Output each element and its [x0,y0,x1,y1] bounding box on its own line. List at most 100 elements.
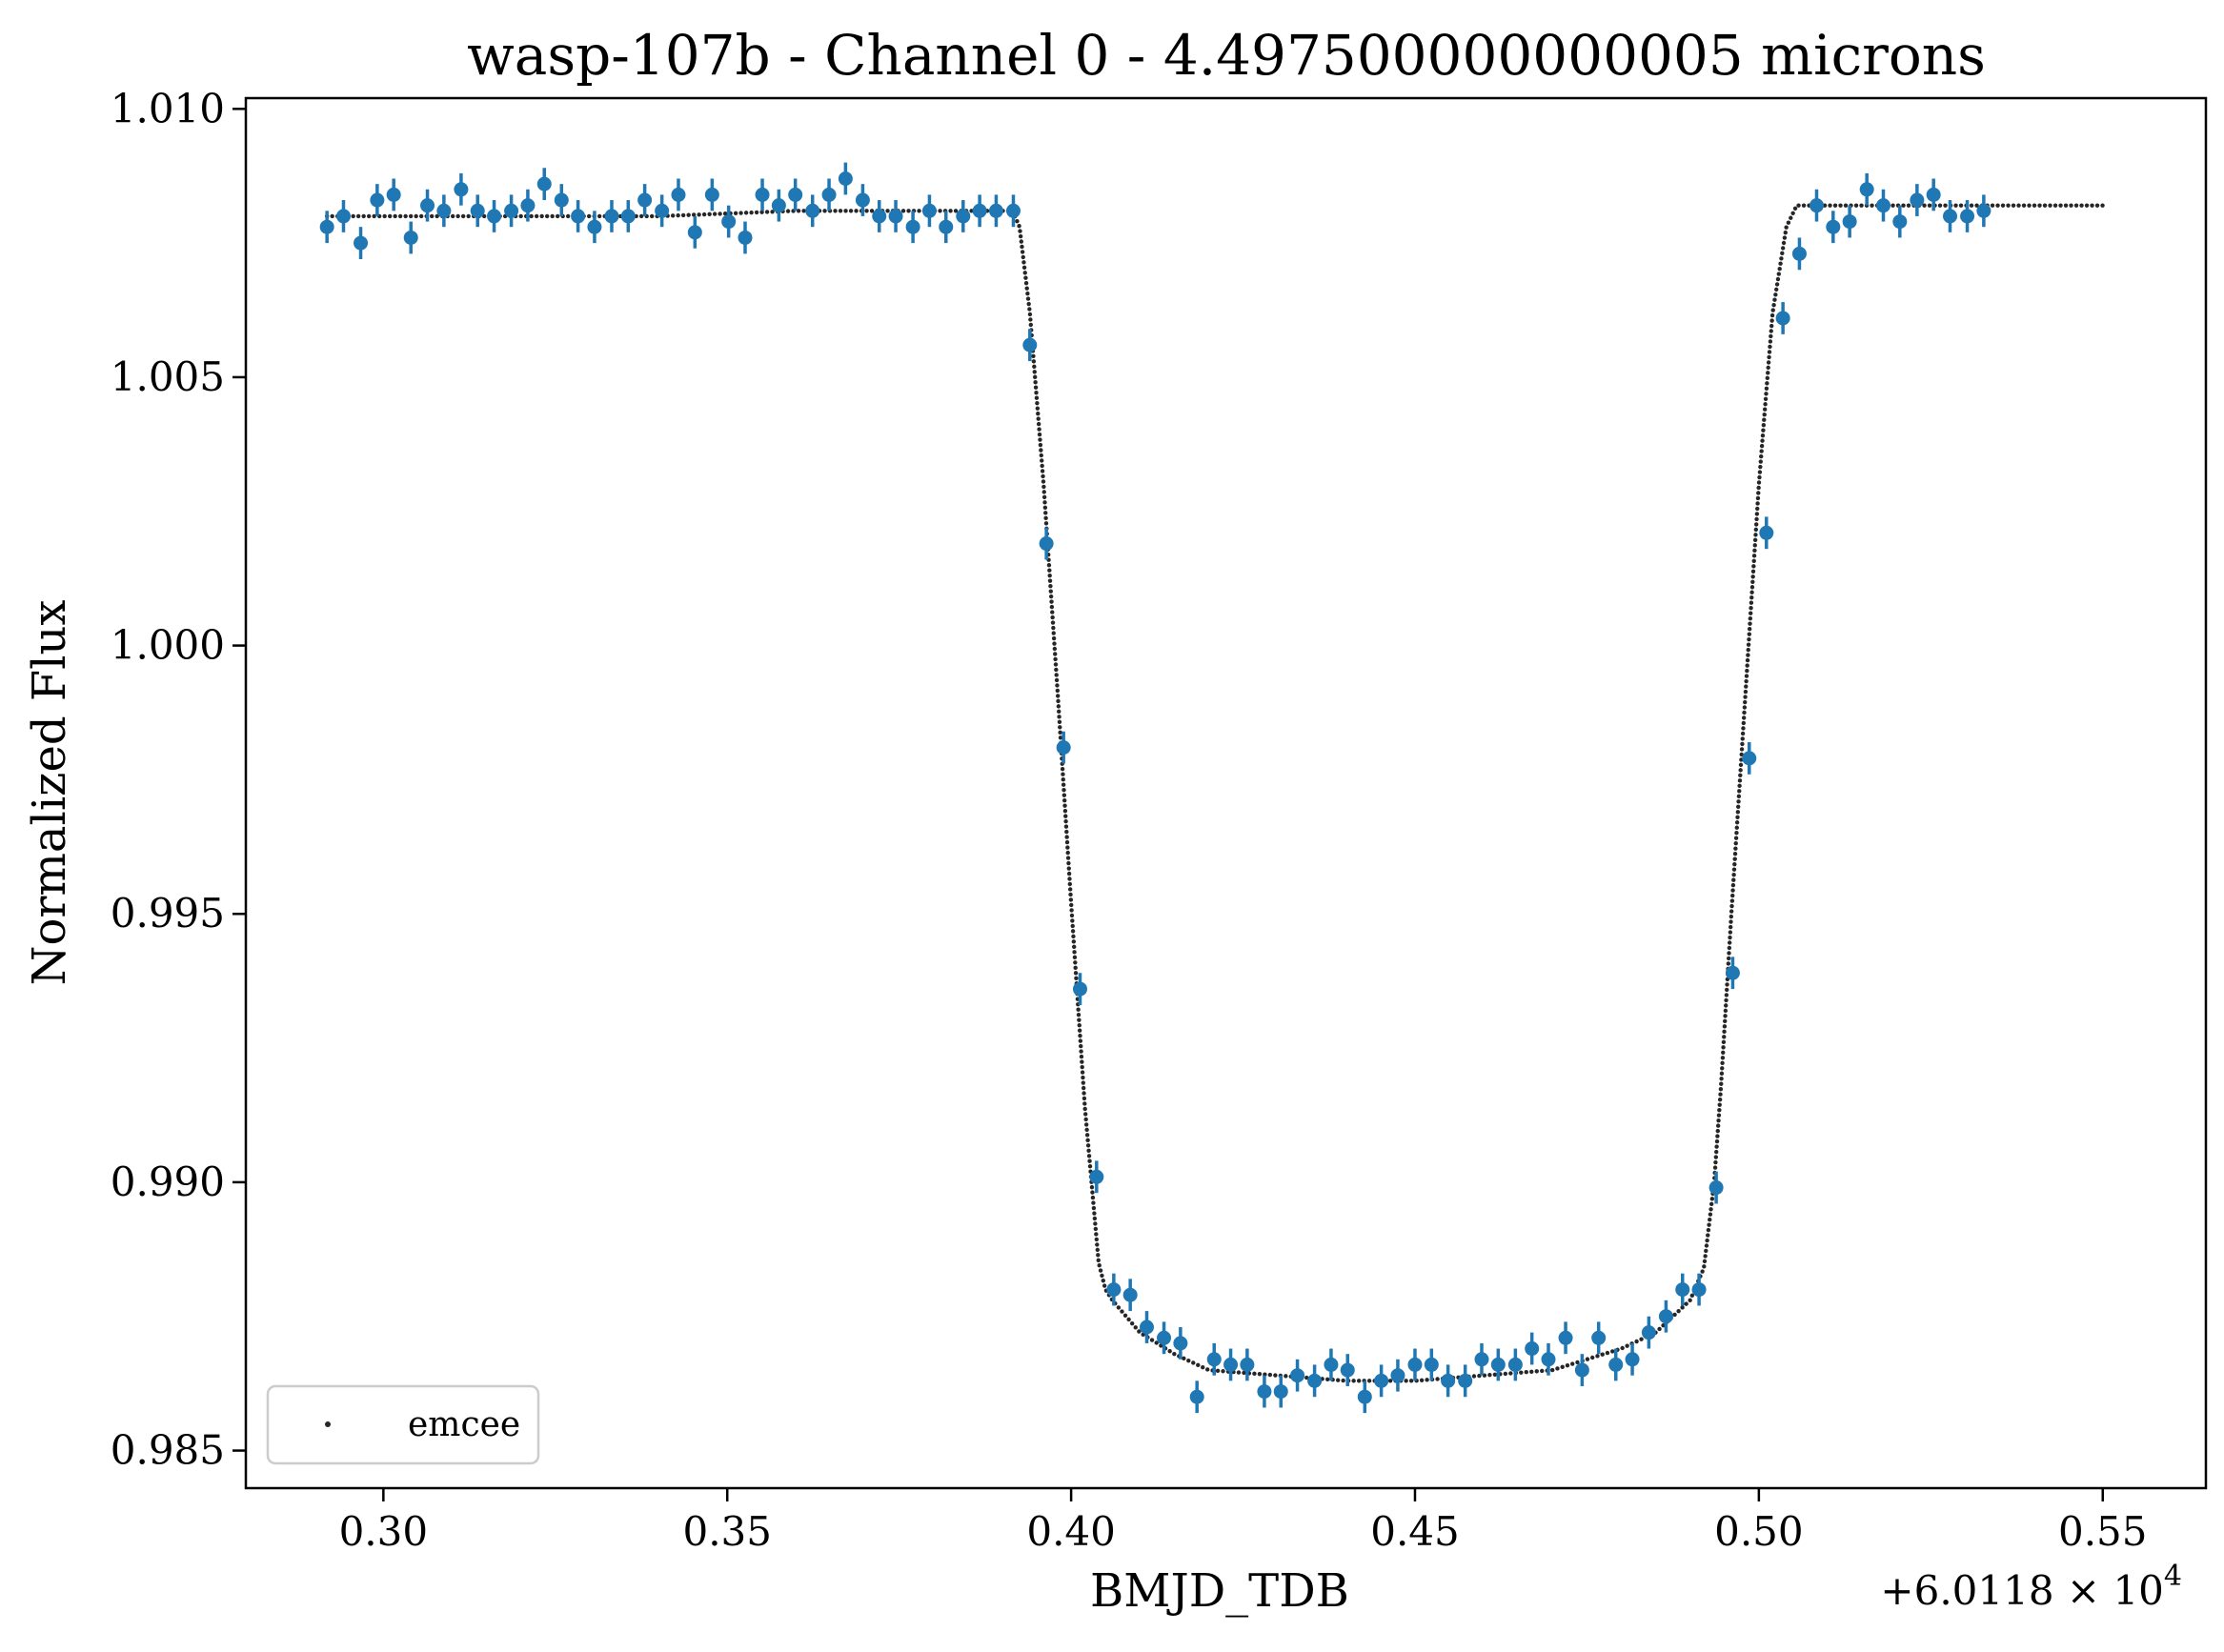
model-point [1906,203,1911,208]
model-point [1083,1122,1089,1127]
model-point [1063,818,1068,824]
model-point [1657,1326,1662,1332]
model-point [1060,767,1065,772]
model-point [1055,688,1061,694]
model-point [1716,1118,1721,1123]
data-point [554,192,569,208]
model-point [1038,442,1043,448]
model-point [722,211,728,216]
model-point [1082,1096,1087,1101]
data-point [1742,751,1757,766]
model-point [330,213,334,219]
data-point [704,187,719,202]
model-point [2048,203,2052,208]
model-point [1172,1351,1177,1357]
model-point [529,213,534,219]
y-tick-label: 0.990 [111,1158,225,1205]
model-point [1070,923,1075,929]
model-point [1974,203,1979,208]
model-point [586,213,592,219]
model-point [1732,851,1738,856]
model-point [1540,1368,1545,1374]
model-point [1801,203,1807,208]
data-point [1507,1357,1523,1372]
model-point [1078,1038,1083,1043]
model-point [1026,301,1031,307]
model-point [1063,814,1068,818]
model-point [1786,220,1791,225]
data-point [1926,187,1941,202]
model-point [1149,1338,1155,1342]
model-point [1086,1154,1092,1158]
model-point [1067,881,1073,887]
model-point [785,209,791,213]
model-point [1027,307,1032,312]
model-point [1764,386,1769,392]
model-point [1057,719,1062,725]
model-point [1726,961,1731,966]
data-point [755,187,770,202]
model-point [686,212,691,217]
model-point [1015,218,1020,224]
model-point [1661,1322,1666,1328]
model-point [1789,215,1793,220]
model-point [1753,527,1759,533]
model-point [1761,428,1766,433]
model-point [1073,960,1078,965]
legend-marker [325,1421,331,1427]
data-point [1441,1373,1456,1388]
legend-box [266,1384,540,1465]
model-point [1054,677,1060,683]
data-point [354,235,369,251]
model-point [1080,1059,1084,1064]
model-point [366,213,372,219]
model-point [1408,1379,1414,1383]
model-point [743,211,749,215]
model-point [1038,437,1042,442]
model-point [1754,512,1760,516]
model-point [1740,731,1746,736]
model-point [1828,203,1832,208]
model-point [1859,203,1864,208]
model-point [1021,260,1026,265]
model-point [1435,1377,1440,1381]
model-point [1717,1097,1723,1102]
model-point [1028,317,1033,322]
model-point [1048,583,1053,589]
model-point [1720,1066,1725,1071]
model-point [1032,370,1037,374]
data-point [905,219,920,234]
model-point [1018,229,1022,233]
model-point [1768,344,1772,350]
data-point [1591,1330,1607,1345]
model-point [1747,626,1752,632]
model-point [1019,239,1024,244]
model-point [822,209,827,213]
model-point [1555,1366,1560,1371]
model-point [1047,578,1053,583]
model-point [1081,1085,1086,1091]
model-point [1762,413,1767,417]
model-point [1738,768,1743,773]
model-point [1096,1258,1101,1263]
model-point [1201,1364,1205,1370]
model-point [1366,1379,1372,1383]
model-point [1508,1371,1513,1376]
model-point [691,212,697,217]
model-point [1843,203,1849,208]
model-point [1081,1075,1085,1080]
data-point [1474,1352,1489,1367]
data-point [1139,1320,1154,1335]
model-point [1056,704,1061,709]
model-point [1763,396,1769,401]
model-point [1085,1138,1090,1143]
model-point [1252,1371,1257,1377]
model-point [1034,395,1040,400]
model-point [1754,516,1759,522]
data-point [587,219,602,234]
model-point [1782,235,1788,240]
model-point [1724,993,1729,997]
model-point [1792,206,1798,212]
model-point [1077,1017,1082,1022]
data-point [1157,1330,1172,1345]
